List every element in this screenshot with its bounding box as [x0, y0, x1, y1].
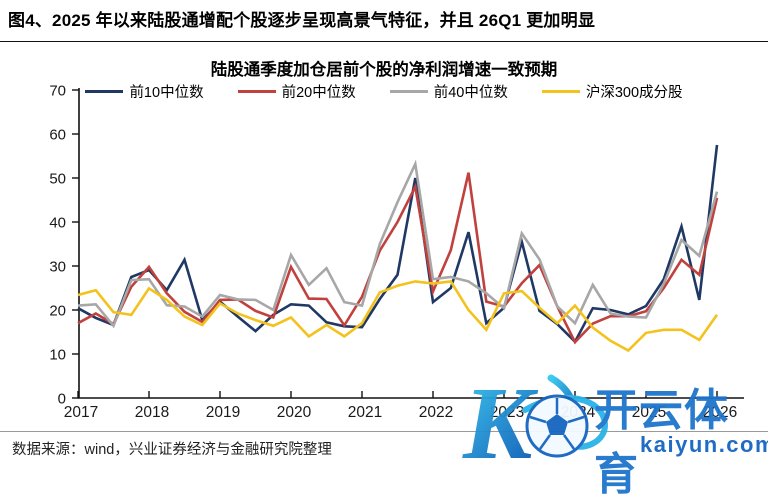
svg-text:10: 10	[49, 347, 66, 364]
legend-label: 前10中位数	[129, 85, 204, 101]
legend-item-top20: 前20中位数	[237, 81, 356, 102]
legend-item-csi300: 沪深300成分股	[541, 81, 683, 102]
svg-text:50: 50	[49, 171, 66, 188]
svg-text:60: 60	[49, 127, 66, 144]
legend-line-swatch	[541, 89, 580, 94]
footer-source: 数据来源：wind，兴业证券经济与金融研究院整理	[12, 442, 332, 458]
svg-text:2024: 2024	[561, 404, 596, 421]
svg-text:2020: 2020	[277, 404, 312, 421]
svg-text:2026: 2026	[703, 404, 737, 421]
legend-line-swatch	[389, 89, 428, 94]
svg-text:2021: 2021	[348, 404, 382, 421]
legend-label: 前20中位数	[281, 85, 356, 101]
svg-text:2022: 2022	[419, 404, 453, 421]
svg-text:2018: 2018	[135, 404, 169, 421]
svg-text:2025: 2025	[632, 404, 666, 421]
legend-label: 前40中位数	[433, 85, 508, 101]
svg-text:40: 40	[49, 215, 66, 232]
legend-item-top40: 前40中位数	[389, 81, 508, 102]
legend-line-swatch	[237, 89, 276, 94]
legend-item-top10: 前10中位数	[85, 81, 204, 102]
line-chart: 0 10 20 30 40 50 60 70 2017 2018 2019 2020 2021 2022 2…	[49, 83, 744, 421]
chart-legend: 前10中位数 前20中位数 前40中位数 沪深300成分股	[0, 81, 768, 102]
figure-title: 图4、2025 年以来陆股通增配个股逐步呈现高景气特征，并且 26Q1 更加明显	[8, 11, 596, 30]
legend-line-swatch	[85, 89, 124, 94]
footer-divider	[0, 431, 768, 432]
svg-text:2023: 2023	[490, 404, 524, 421]
svg-text:0: 0	[58, 391, 66, 408]
svg-text:2019: 2019	[206, 404, 240, 421]
title-divider	[0, 41, 768, 42]
svg-text:2017: 2017	[64, 404, 98, 421]
page-root: 图4、2025 年以来陆股通增配个股逐步呈现高景气特征，并且 26Q1 更加明显…	[0, 11, 768, 499]
legend-label: 沪深300成分股	[585, 85, 683, 101]
svg-text:70: 70	[49, 83, 66, 100]
svg-text:30: 30	[49, 259, 66, 276]
chart-title: 陆股通季度加仓居前个股的净利润增速一致预期	[210, 61, 558, 79]
svg-text:20: 20	[49, 303, 66, 320]
